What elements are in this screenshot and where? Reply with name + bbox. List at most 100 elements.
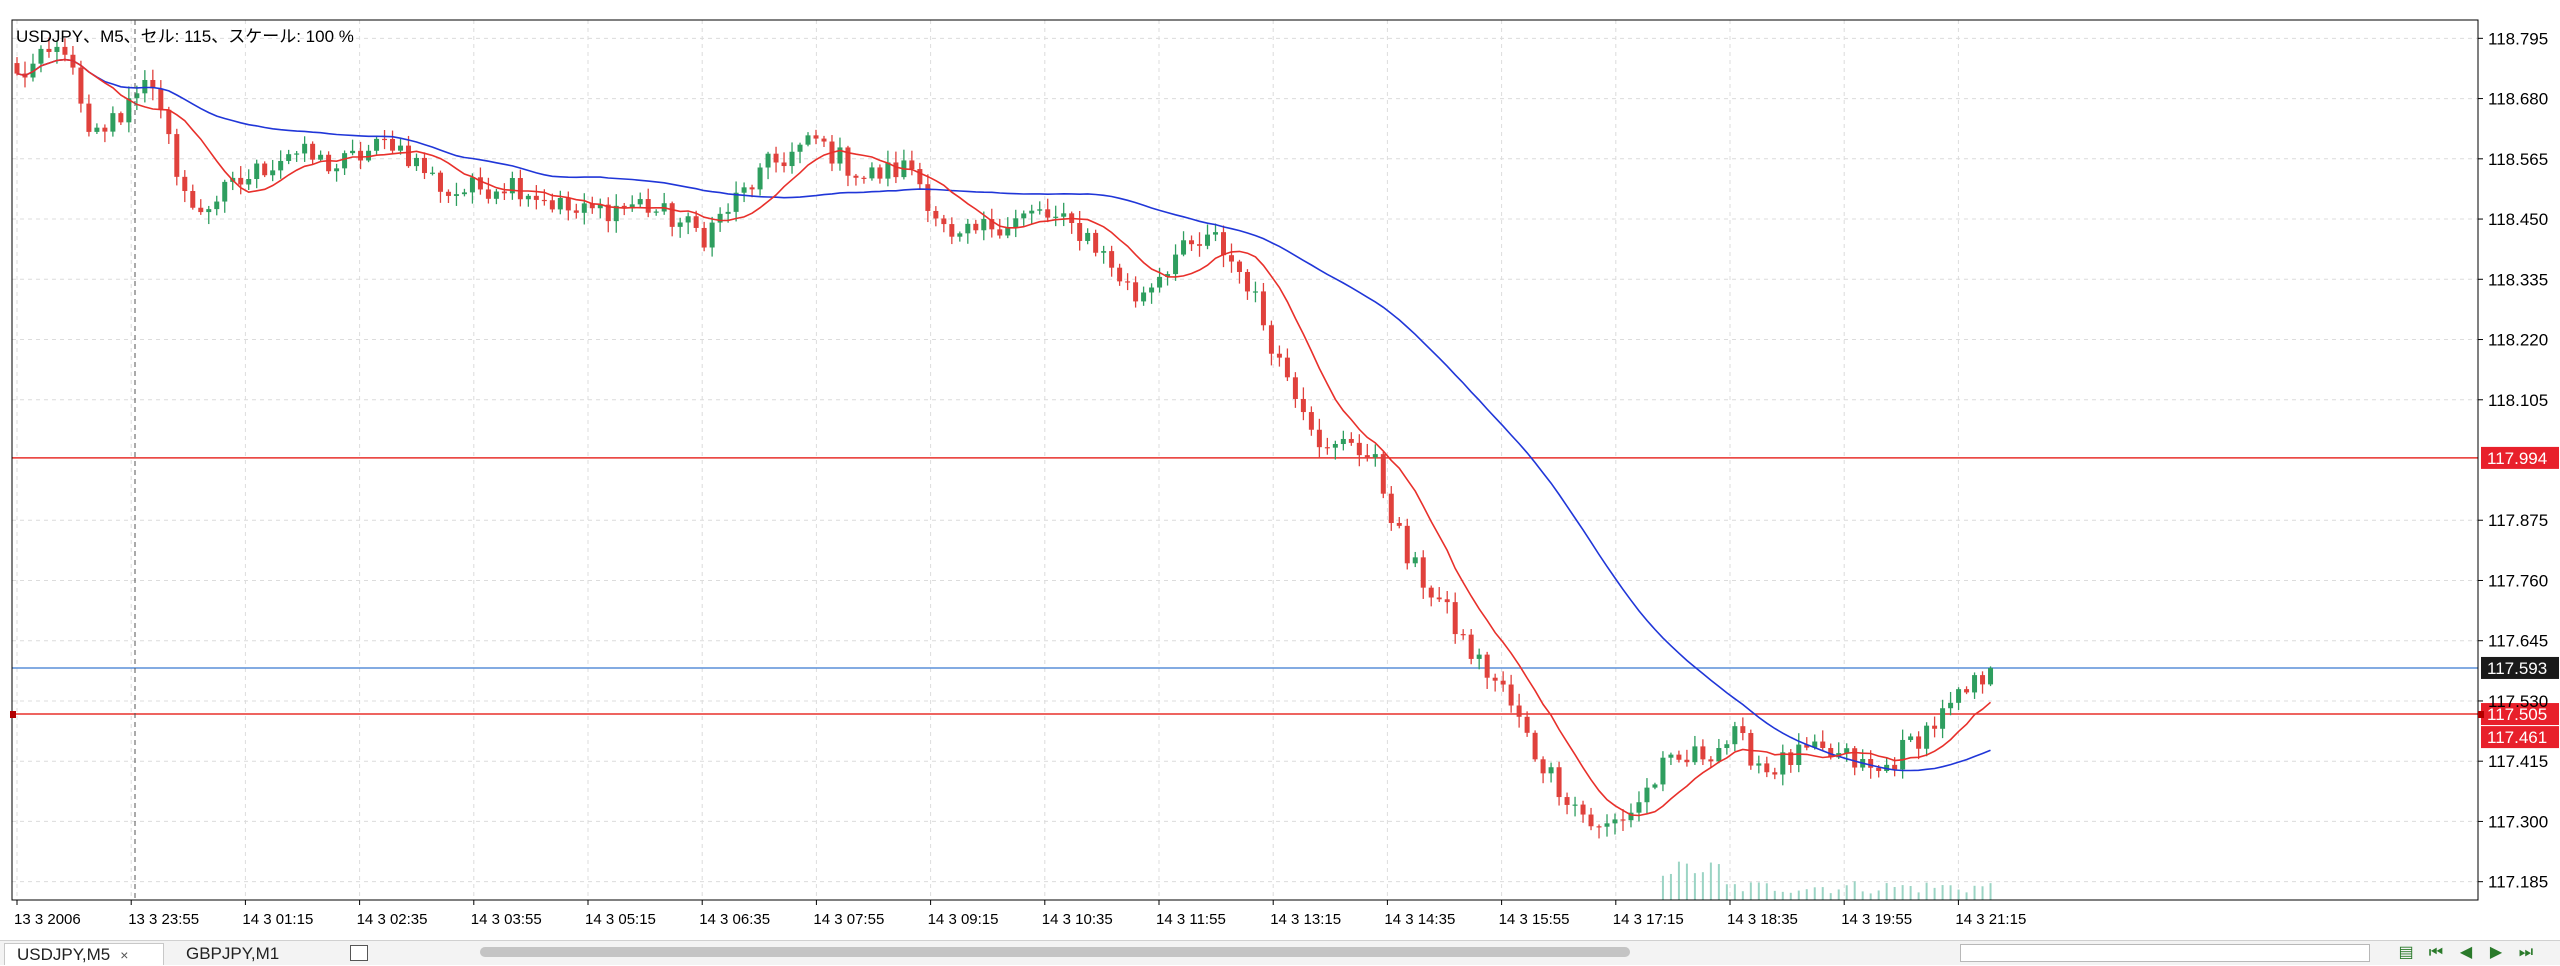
price-line-label: 117.505 [2487,705,2547,724]
zoom-control[interactable] [1960,944,2370,962]
candle-body [997,229,1003,236]
candle-body [390,138,396,151]
candle-body [1956,689,1962,703]
candle-body [789,151,795,167]
line-handle-right[interactable] [2478,711,2484,718]
candle-body [1676,754,1682,760]
candle-body [1644,787,1650,803]
candle-body [565,198,571,211]
new-tab-icon[interactable] [350,945,368,961]
candle-body [1125,281,1131,283]
candle-body [1540,759,1546,774]
candle-body [893,162,899,178]
candle-body [925,184,931,211]
candle-body [1500,680,1506,685]
candle-body [174,134,180,177]
scroll-end-icon[interactable]: ⏭ [2518,944,2534,961]
candle-body [501,191,507,194]
horizontal-scrollbar[interactable] [480,947,1630,957]
scroll-right-icon[interactable]: ▶ [2489,944,2503,961]
candle-body [94,127,100,132]
chart-background [0,0,2560,940]
candle-body [262,163,268,176]
time-axis[interactable]: 13 3 2006 13 3 23:55 14 3 01:15 14 3 02:35 1… [14,900,2026,928]
candle-body [1516,705,1522,717]
candle-body [166,109,172,135]
candle-body [1572,804,1578,806]
price-line-label-bg [2481,703,2559,726]
candle-body [1668,754,1674,758]
candle-body [1692,746,1698,763]
candle-body [198,207,204,213]
candle-body [1133,282,1139,302]
tab-usdjpy-m5[interactable]: USDJPY,M5 × [4,943,164,965]
candle-body [1548,767,1554,774]
candle-body [398,145,404,151]
candle-body [126,98,132,123]
candle-body [1101,251,1107,253]
candle-body [318,154,324,160]
candle-body [1197,244,1203,246]
candle-body [1157,276,1163,288]
candle-body [1812,741,1818,748]
price-axis[interactable]: 118.795 118.680 118.565 118.450 118.335 118.2… [2478,29,2548,892]
candle-body [1085,232,1091,241]
candle-body [1460,634,1466,636]
candle-body [1173,254,1179,275]
close-icon[interactable]: × [120,947,129,963]
tab-gbpjpy-m1[interactable]: GBPJPY,M1 [174,943,339,965]
candle-body [1037,209,1043,211]
chart-list-icon[interactable]: ▤ [2398,944,2414,961]
candle-body [981,219,987,231]
candle-body [222,181,228,202]
candle-body [1532,732,1538,760]
candle-body [1109,251,1115,268]
candle-body [374,138,380,151]
candle-body [1364,455,1370,458]
scroll-start-icon[interactable]: ⏮ [2428,944,2444,961]
candle-body [1428,587,1434,598]
scrollbar-thumb[interactable] [480,947,1630,957]
candle-body [1980,675,1986,685]
line-handle-left[interactable] [10,711,16,718]
candle-body [1604,823,1610,827]
candle-body [1276,353,1282,358]
candle-body [1013,218,1019,228]
candle-body [1029,210,1035,214]
candle-body [1556,767,1562,798]
candle-body [1972,675,1978,693]
candle-body [725,211,731,214]
candle-body [1093,232,1099,253]
candle-body [238,177,244,185]
candle-body [1348,438,1354,443]
candle-body [669,203,675,227]
x-tick-label: 14 3 09:15 [928,911,999,928]
candle-body [917,169,923,185]
candle-body [549,200,555,210]
candle-body [286,154,292,161]
candle-body [1292,377,1298,399]
candle-body [1260,291,1266,326]
x-tick-label: 13 3 2006 [14,911,81,928]
y-tick-label: 118.335 [2488,270,2548,289]
candle-body [1740,726,1746,734]
candle-body [1252,291,1258,293]
x-tick-label: 14 3 07:55 [813,911,884,928]
candle-body [1844,748,1850,754]
candle-body [797,144,803,152]
candle-body [757,167,763,190]
candle-body [837,147,843,164]
candle-body [1852,748,1858,768]
candle-body [1077,223,1083,241]
candle-body [1284,357,1290,378]
price-line-label: 117.593 [2487,659,2547,678]
scroll-left-icon[interactable]: ◀ [2459,944,2473,961]
candle-body [1244,271,1250,292]
candle-body [1788,752,1794,765]
horizontal-lines[interactable]: 117.994 117.593 117.505 117.461 [12,446,2559,749]
candle-body [1213,232,1218,235]
candle-body [142,80,148,94]
candle-body [973,223,979,231]
